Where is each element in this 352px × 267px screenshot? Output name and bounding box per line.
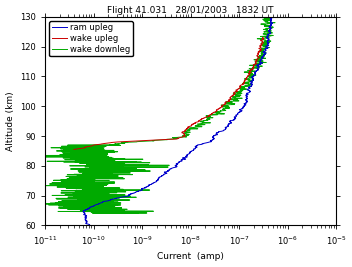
ram upleg xyxy=(86,208,90,211)
wake downleg xyxy=(258,35,263,38)
wake upleg xyxy=(241,82,245,85)
Legend: ram upleg, wake upleg, wake downleg: ram upleg, wake upleg, wake downleg xyxy=(49,21,133,56)
Line: ram upleg: ram upleg xyxy=(83,17,275,225)
wake downleg xyxy=(123,212,127,215)
ram upleg xyxy=(87,224,92,227)
Line: wake upleg: wake upleg xyxy=(74,38,264,150)
wake upleg xyxy=(184,128,188,131)
wake downleg xyxy=(62,205,66,208)
ram upleg xyxy=(223,127,227,130)
Title: Flight 41.031   28/01/2003   1832 UT: Flight 41.031 28/01/2003 1832 UT xyxy=(107,6,274,15)
wake upleg xyxy=(248,73,252,76)
wake downleg xyxy=(57,154,62,157)
wake upleg xyxy=(252,64,256,67)
wake downleg xyxy=(117,168,121,172)
wake upleg xyxy=(197,119,201,122)
wake downleg xyxy=(241,87,246,90)
wake upleg xyxy=(261,36,265,39)
wake downleg xyxy=(266,15,270,18)
ram upleg xyxy=(210,135,215,139)
ram upleg xyxy=(271,15,276,18)
wake upleg xyxy=(228,97,233,100)
ram upleg xyxy=(106,199,111,202)
ram upleg xyxy=(241,105,245,108)
X-axis label: Current  (amp): Current (amp) xyxy=(157,252,224,261)
wake upleg xyxy=(72,148,76,151)
Line: wake downleg: wake downleg xyxy=(37,17,275,214)
wake downleg xyxy=(250,68,254,71)
ram upleg xyxy=(216,131,220,134)
Y-axis label: Altitude (km): Altitude (km) xyxy=(6,91,14,151)
